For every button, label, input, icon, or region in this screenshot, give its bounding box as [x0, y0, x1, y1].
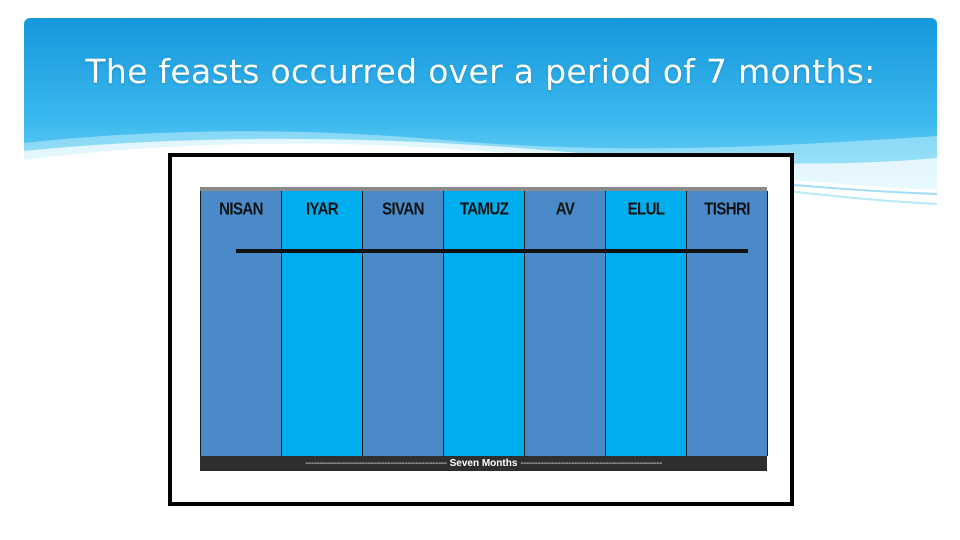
- month-column-iyar: IYAR: [282, 191, 363, 456]
- top-rule: [200, 187, 767, 191]
- footer-label: Seven Months: [449, 458, 518, 469]
- month-column-tamuz: TAMUZ: [444, 191, 525, 456]
- month-label: NISAN: [219, 199, 263, 219]
- slide-title: The feasts occurred over a period of 7 m…: [85, 52, 876, 91]
- month-label: IYAR: [305, 199, 339, 219]
- month-column-sivan: SIVAN: [363, 191, 444, 456]
- month-column-av: AV: [525, 191, 606, 456]
- month-column-elul: ELUL: [606, 191, 687, 456]
- month-label: ELUL: [627, 199, 665, 219]
- month-column-nisan: NISAN: [201, 191, 282, 456]
- months-diagram-frame: NISAN IYAR SIVAN TAMUZ AV ELUL TISHRI --: [168, 153, 794, 506]
- seven-months-footer: ----------------------------------------…: [200, 456, 767, 471]
- footer-dashes-left: ----------------------------------------…: [305, 458, 447, 469]
- month-label: SIVAN: [382, 199, 424, 219]
- month-label: TAMUZ: [459, 199, 509, 219]
- months-table: NISAN IYAR SIVAN TAMUZ AV ELUL TISHRI --: [200, 187, 768, 471]
- month-label: TISHRI: [704, 199, 750, 219]
- month-label: AV: [555, 199, 575, 219]
- month-column-tishri: TISHRI: [687, 191, 768, 456]
- month-columns: NISAN IYAR SIVAN TAMUZ AV ELUL TISHRI: [200, 191, 768, 456]
- footer-dashes-right: ----------------------------------------…: [520, 458, 662, 469]
- header-rule: [236, 249, 748, 253]
